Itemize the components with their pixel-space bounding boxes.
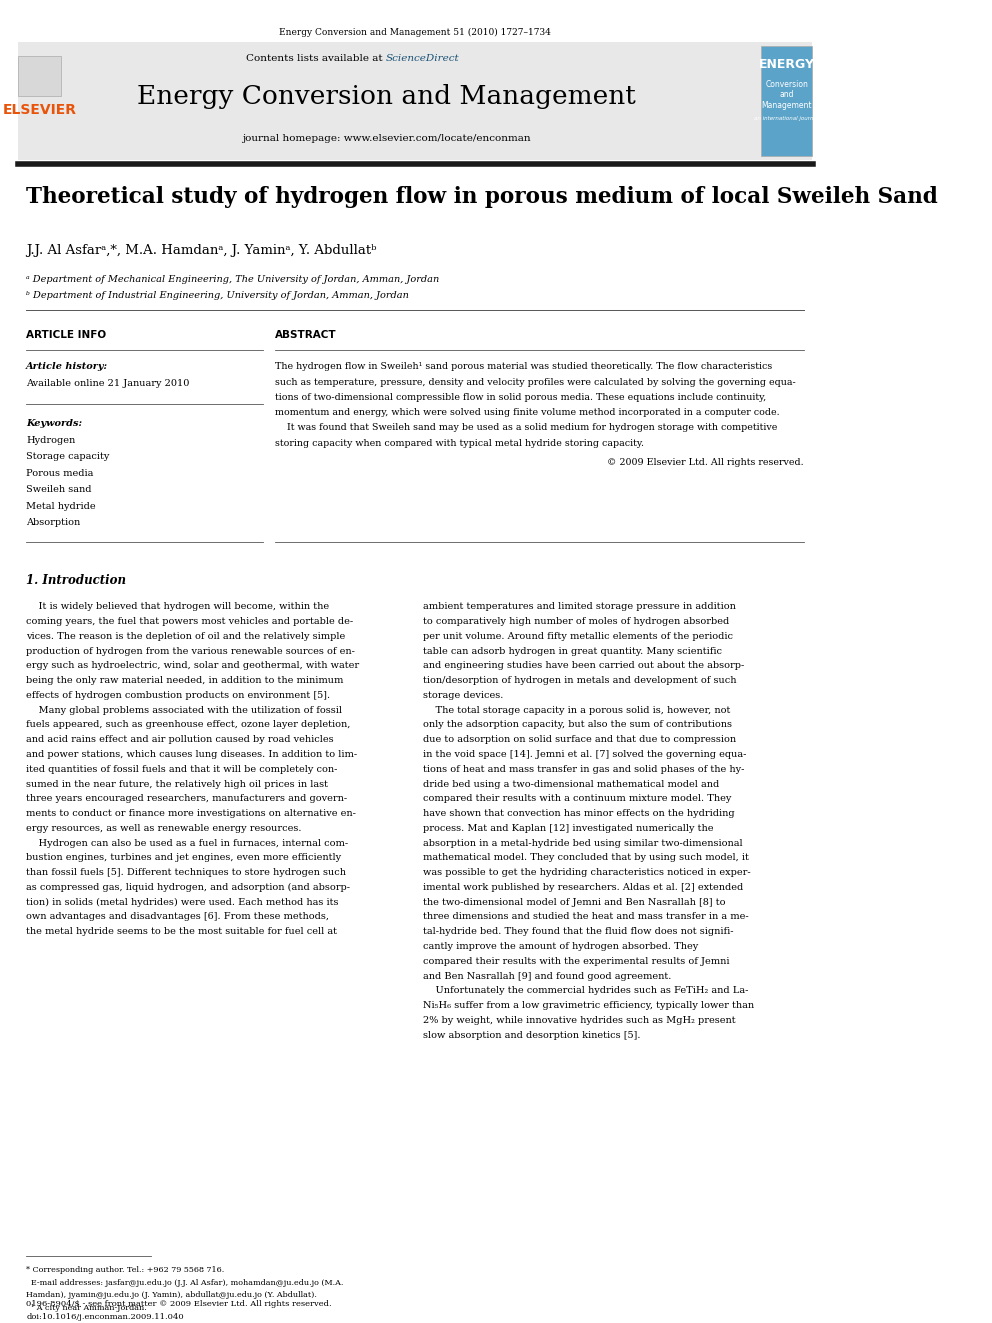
Text: Hamdan), jyamin@ju.edu.jo (J. Yamin), abdullat@ju.edu.jo (Y. Abdullat).: Hamdan), jyamin@ju.edu.jo (J. Yamin), ab… (26, 1291, 317, 1299)
Text: tion) in solids (metal hydrides) were used. Each method has its: tion) in solids (metal hydrides) were us… (26, 898, 338, 906)
Text: ARTICLE INFO: ARTICLE INFO (26, 331, 106, 340)
Text: It was found that Sweileh sand may be used as a solid medium for hydrogen storag: It was found that Sweileh sand may be us… (276, 423, 778, 433)
Text: Available online 21 January 2010: Available online 21 January 2010 (26, 380, 189, 388)
Text: ergy such as hydroelectric, wind, solar and geothermal, with water: ergy such as hydroelectric, wind, solar … (26, 662, 359, 671)
Text: and engineering studies have been carried out about the absorp-: and engineering studies have been carrie… (424, 662, 745, 671)
Text: an international journal: an international journal (755, 116, 818, 120)
Text: Storage capacity: Storage capacity (26, 452, 109, 462)
Text: tion/desorption of hydrogen in metals and development of such: tion/desorption of hydrogen in metals an… (424, 676, 737, 685)
Text: The total storage capacity in a porous solid is, however, not: The total storage capacity in a porous s… (424, 705, 731, 714)
Text: 1. Introduction: 1. Introduction (26, 574, 126, 587)
Text: journal homepage: www.elsevier.com/locate/enconman: journal homepage: www.elsevier.com/locat… (242, 134, 531, 143)
Text: ENERGY: ENERGY (759, 58, 814, 71)
Text: ments to conduct or finance more investigations on alternative en-: ments to conduct or finance more investi… (26, 810, 356, 818)
Text: compared their results with the experimental results of Jemni: compared their results with the experime… (424, 957, 730, 966)
Text: three years encouraged researchers, manufacturers and govern-: three years encouraged researchers, manu… (26, 794, 347, 803)
Text: slow absorption and desorption kinetics [5].: slow absorption and desorption kinetics … (424, 1031, 641, 1040)
Text: own advantages and disadvantages [6]. From these methods,: own advantages and disadvantages [6]. Fr… (26, 913, 329, 922)
Text: due to adsorption on solid surface and that due to compression: due to adsorption on solid surface and t… (424, 736, 737, 745)
FancyBboxPatch shape (18, 56, 62, 95)
Text: © 2009 Elsevier Ltd. All rights reserved.: © 2009 Elsevier Ltd. All rights reserved… (607, 458, 805, 467)
Text: dride bed using a two-dimensional mathematical model and: dride bed using a two-dimensional mathem… (424, 779, 719, 789)
Text: only the adsorption capacity, but also the sum of contributions: only the adsorption capacity, but also t… (424, 721, 732, 729)
Text: Unfortunately the commercial hydrides such as FeTiH₂ and La-: Unfortunately the commercial hydrides su… (424, 987, 749, 995)
Text: Absorption: Absorption (26, 519, 80, 527)
Text: Porous media: Porous media (26, 468, 93, 478)
Text: effects of hydrogen combustion products on environment [5].: effects of hydrogen combustion products … (26, 691, 330, 700)
Text: table can adsorb hydrogen in great quantity. Many scientific: table can adsorb hydrogen in great quant… (424, 647, 722, 656)
Text: ergy resources, as well as renewable energy resources.: ergy resources, as well as renewable ene… (26, 824, 302, 833)
Text: ¹ A city near Amman-Jordan.: ¹ A city near Amman-Jordan. (26, 1304, 147, 1312)
Text: Hydrogen can also be used as a fuel in furnaces, internal com-: Hydrogen can also be used as a fuel in f… (26, 839, 348, 848)
Text: Sweileh sand: Sweileh sand (26, 486, 91, 493)
Text: such as temperature, pressure, density and velocity profiles were calculated by : such as temperature, pressure, density a… (276, 377, 797, 386)
Text: doi:10.1016/j.enconman.2009.11.040: doi:10.1016/j.enconman.2009.11.040 (26, 1314, 184, 1322)
Text: It is widely believed that hydrogen will become, within the: It is widely believed that hydrogen will… (26, 602, 329, 611)
Text: ambient temperatures and limited storage pressure in addition: ambient temperatures and limited storage… (424, 602, 736, 611)
Text: production of hydrogen from the various renewable sources of en-: production of hydrogen from the various … (26, 647, 355, 656)
Text: the two-dimensional model of Jemni and Ben Nasrallah [8] to: the two-dimensional model of Jemni and B… (424, 898, 726, 906)
Text: J.J. Al Asfarᵃ,*, M.A. Hamdanᵃ, J. Yaminᵃ, Y. Abdullatᵇ: J.J. Al Asfarᵃ,*, M.A. Hamdanᵃ, J. Yamin… (26, 243, 377, 257)
Text: sumed in the near future, the relatively high oil prices in last: sumed in the near future, the relatively… (26, 779, 328, 789)
Text: and acid rains effect and air pollution caused by road vehicles: and acid rains effect and air pollution … (26, 736, 333, 745)
Text: tions of heat and mass transfer in gas and solid phases of the hy-: tions of heat and mass transfer in gas a… (424, 765, 745, 774)
Text: was possible to get the hydriding characteristics noticed in exper-: was possible to get the hydriding charac… (424, 868, 751, 877)
Text: ABSTRACT: ABSTRACT (276, 331, 337, 340)
Text: coming years, the fuel that powers most vehicles and portable de-: coming years, the fuel that powers most … (26, 617, 353, 626)
Text: bustion engines, turbines and jet engines, even more efficiently: bustion engines, turbines and jet engine… (26, 853, 341, 863)
Text: in the void space [14]. Jemni et al. [7] solved the governing equa-: in the void space [14]. Jemni et al. [7]… (424, 750, 747, 759)
Text: mathematical model. They concluded that by using such model, it: mathematical model. They concluded that … (424, 853, 749, 863)
Text: three dimensions and studied the heat and mass transfer in a me-: three dimensions and studied the heat an… (424, 913, 749, 922)
Text: 2% by weight, while innovative hydrides such as MgH₂ present: 2% by weight, while innovative hydrides … (424, 1016, 736, 1025)
Text: the metal hydride seems to be the most suitable for fuel cell at: the metal hydride seems to be the most s… (26, 927, 337, 937)
Text: Ni₅H₆ suffer from a low gravimetric efficiency, typically lower than: Ni₅H₆ suffer from a low gravimetric effi… (424, 1002, 755, 1011)
Text: Many global problems associated with the utilization of fossil: Many global problems associated with the… (26, 705, 342, 714)
Text: per unit volume. Around fifty metallic elements of the periodic: per unit volume. Around fifty metallic e… (424, 632, 733, 640)
Text: and Ben Nasrallah [9] and found good agreement.: and Ben Nasrallah [9] and found good agr… (424, 971, 672, 980)
Text: compared their results with a continuum mixture model. They: compared their results with a continuum … (424, 794, 732, 803)
Text: 0196-8904/$ - see front matter © 2009 Elsevier Ltd. All rights reserved.: 0196-8904/$ - see front matter © 2009 El… (26, 1301, 331, 1308)
Text: Conversion
and
Management: Conversion and Management (762, 79, 811, 110)
Text: absorption in a metal-hydride bed using similar two-dimensional: absorption in a metal-hydride bed using … (424, 839, 743, 848)
Text: being the only raw material needed, in addition to the minimum: being the only raw material needed, in a… (26, 676, 343, 685)
Text: storing capacity when compared with typical metal hydride storing capacity.: storing capacity when compared with typi… (276, 439, 645, 447)
FancyBboxPatch shape (18, 42, 812, 160)
Text: Article history:: Article history: (26, 363, 108, 372)
Text: ᵃ Department of Mechanical Engineering, The University of Jordan, Amman, Jordan: ᵃ Department of Mechanical Engineering, … (26, 275, 439, 284)
Text: ScienceDirect: ScienceDirect (386, 54, 459, 64)
Text: ited quantities of fossil fuels and that it will be completely con-: ited quantities of fossil fuels and that… (26, 765, 337, 774)
Text: Keywords:: Keywords: (26, 419, 82, 429)
Text: Metal hydride: Metal hydride (26, 501, 96, 511)
Text: and power stations, which causes lung diseases. In addition to lim-: and power stations, which causes lung di… (26, 750, 357, 759)
Text: cantly improve the amount of hydrogen absorbed. They: cantly improve the amount of hydrogen ab… (424, 942, 698, 951)
Text: The hydrogen flow in Sweileh¹ sand porous material was studied theoretically. Th: The hydrogen flow in Sweileh¹ sand porou… (276, 363, 773, 372)
Text: have shown that convection has minor effects on the hydriding: have shown that convection has minor eff… (424, 810, 735, 818)
Text: Energy Conversion and Management 51 (2010) 1727–1734: Energy Conversion and Management 51 (201… (279, 28, 552, 37)
Text: storage devices.: storage devices. (424, 691, 504, 700)
Text: ᵇ Department of Industrial Engineering, University of Jordan, Amman, Jordan: ᵇ Department of Industrial Engineering, … (26, 291, 409, 300)
Text: fuels appeared, such as greenhouse effect, ozone layer depletion,: fuels appeared, such as greenhouse effec… (26, 721, 350, 729)
Text: tions of two-dimensional compressible flow in solid porous media. These equation: tions of two-dimensional compressible fl… (276, 393, 767, 402)
Text: momentum and energy, which were solved using finite volume method incorporated i: momentum and energy, which were solved u… (276, 407, 780, 417)
Text: tal-hydride bed. They found that the fluid flow does not signifi-: tal-hydride bed. They found that the flu… (424, 927, 734, 937)
Text: * Corresponding author. Tel.: +962 79 5568 716.: * Corresponding author. Tel.: +962 79 55… (26, 1266, 224, 1274)
Text: vices. The reason is the depletion of oil and the relatively simple: vices. The reason is the depletion of oi… (26, 632, 345, 640)
Text: as compressed gas, liquid hydrogen, and adsorption (and absorp-: as compressed gas, liquid hydrogen, and … (26, 882, 350, 892)
Text: process. Mat and Kaplan [12] investigated numerically the: process. Mat and Kaplan [12] investigate… (424, 824, 714, 833)
Text: Hydrogen: Hydrogen (26, 435, 75, 445)
Text: than fossil fuels [5]. Different techniques to store hydrogen such: than fossil fuels [5]. Different techniq… (26, 868, 346, 877)
Text: Theoretical study of hydrogen flow in porous medium of local Sweileh Sand: Theoretical study of hydrogen flow in po… (26, 185, 937, 208)
FancyBboxPatch shape (761, 46, 812, 156)
Text: ELSEVIER: ELSEVIER (2, 103, 76, 116)
Text: to comparatively high number of moles of hydrogen absorbed: to comparatively high number of moles of… (424, 617, 730, 626)
Text: Energy Conversion and Management: Energy Conversion and Management (137, 83, 636, 108)
Text: Contents lists available at: Contents lists available at (246, 54, 386, 64)
Text: imental work published by researchers. Aldas et al. [2] extended: imental work published by researchers. A… (424, 882, 744, 892)
Text: E-mail addresses: jasfar@ju.edu.jo (J.J. Al Asfar), mohamdan@ju.edu.jo (M.A.: E-mail addresses: jasfar@ju.edu.jo (J.J.… (26, 1279, 343, 1287)
